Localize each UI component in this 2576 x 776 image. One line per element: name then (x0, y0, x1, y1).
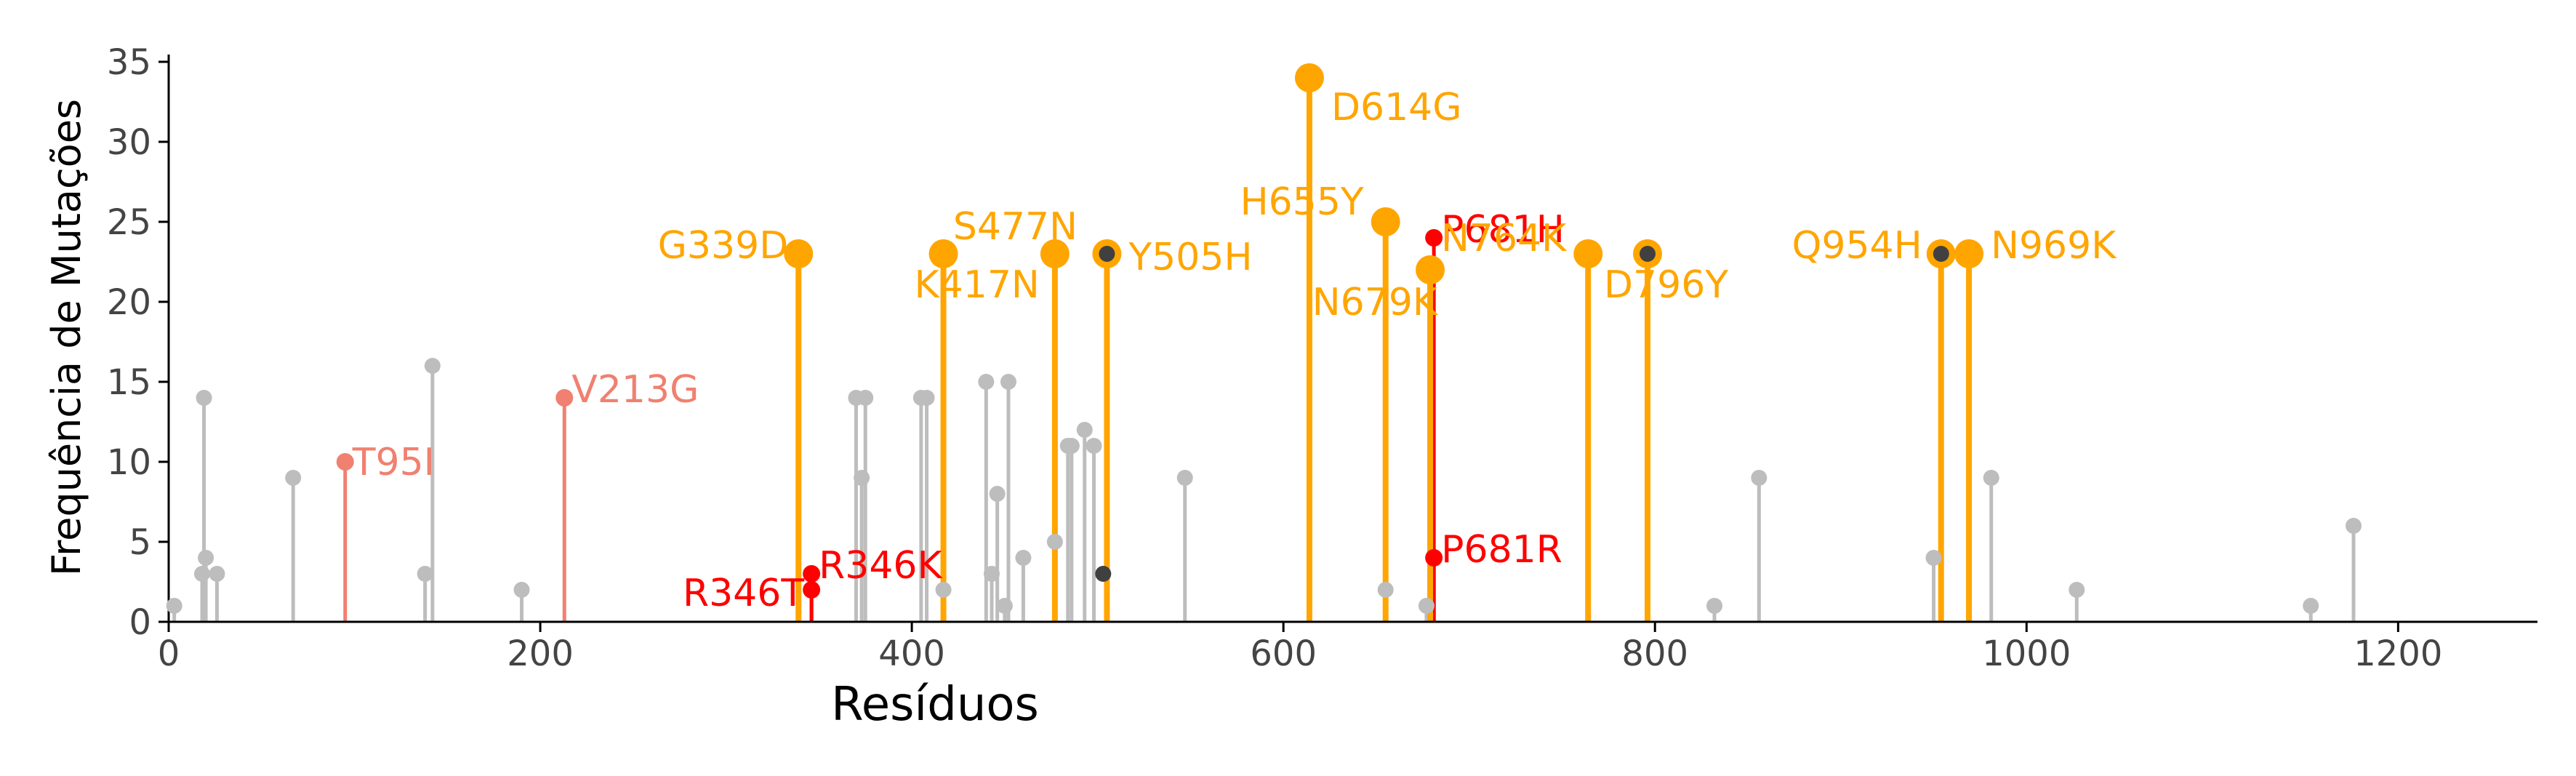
gray-point (1086, 438, 1102, 454)
gray-point (424, 358, 441, 374)
gray-point (983, 566, 1000, 582)
gray-point (918, 390, 935, 406)
mutation-label: R346K (819, 544, 943, 588)
gray-point (1000, 374, 1016, 390)
gray-point (1418, 598, 1435, 614)
mutation-point (1040, 239, 1070, 268)
mutation-label: Q954H (1791, 224, 1922, 268)
y-tick-label: 5 (129, 522, 151, 563)
gray-point (2069, 582, 2085, 598)
x-tick-label: 1200 (2354, 633, 2442, 674)
mutation-point (1425, 549, 1443, 567)
mutation-label: N969K (1991, 224, 2117, 268)
mutation-label: Y505H (1128, 236, 1252, 279)
gray-point (857, 390, 874, 406)
gray-point (989, 486, 1006, 502)
x-axis-title: Resíduos (831, 678, 1039, 732)
gray-point (1063, 438, 1080, 454)
x-tick-label: 1000 (1982, 633, 2071, 674)
mutation-label: H655Y (1240, 180, 1364, 224)
dark-point (1640, 246, 1656, 262)
gray-point (417, 566, 433, 582)
y-tick-label: 20 (107, 282, 151, 323)
x-tick-label: 0 (158, 633, 180, 674)
mutation-label: D614G (1331, 86, 1462, 129)
y-axis-title: Frequência de Mutações (44, 99, 89, 576)
x-tick-label: 200 (507, 633, 574, 674)
mutation-point (1416, 255, 1445, 284)
y-tick-label: 10 (107, 442, 151, 483)
gray-point (193, 566, 210, 582)
points-layer (166, 63, 2362, 614)
mutation-label: D796Y (1604, 263, 1728, 307)
mutation-label: P681H (1441, 208, 1565, 252)
mutation-point (784, 239, 814, 268)
gray-point (1751, 470, 1768, 486)
gray-point (1015, 550, 1032, 566)
gray-point (209, 566, 225, 582)
gray-point (1377, 582, 1394, 598)
y-tick-label: 25 (107, 202, 151, 243)
mutation-point (803, 565, 821, 583)
mutation-point (928, 239, 958, 268)
dark-point (1095, 566, 1112, 582)
mutation-label: T95I (352, 441, 435, 484)
gray-point (513, 582, 530, 598)
x-tick-label: 600 (1250, 633, 1317, 674)
mutation-point (803, 581, 821, 599)
gray-point (2346, 518, 2362, 534)
gray-point (2303, 598, 2319, 614)
gray-point (1706, 598, 1723, 614)
gray-point (196, 390, 212, 406)
mutation-point (1294, 63, 1324, 92)
mutation-label: P681R (1441, 528, 1562, 572)
gray-point (198, 550, 214, 566)
mutation-point (1425, 229, 1443, 247)
dark-point (1933, 246, 1949, 262)
mutation-label: K417N (915, 263, 1040, 307)
gray-point (1983, 470, 1999, 486)
mutation-point (555, 389, 574, 407)
mutation-point (336, 453, 354, 471)
gray-point (1046, 534, 1063, 550)
x-tick-label: 400 (878, 633, 945, 674)
gray-point (996, 598, 1013, 614)
mutation-point (1573, 239, 1603, 268)
gray-point (1076, 422, 1093, 438)
dark-point (1099, 246, 1115, 262)
mutation-label: R346T (683, 572, 804, 615)
mutation-label: G339D (658, 224, 789, 268)
gray-point (1925, 550, 1942, 566)
y-tick-label: 30 (107, 122, 151, 163)
stems-layer (172, 78, 2356, 622)
mutation-label: N679K (1312, 281, 1439, 324)
gray-point (1176, 470, 1193, 486)
mutation-label: S477N (953, 205, 1078, 249)
mutation-point (1954, 239, 1984, 268)
mutation-label: V213G (571, 368, 699, 412)
y-tick-label: 35 (107, 42, 151, 83)
gray-point (285, 470, 302, 486)
mutation-point (1371, 207, 1400, 236)
y-tick-label: 0 (129, 602, 151, 643)
gray-point (935, 582, 952, 598)
gray-point (166, 598, 182, 614)
axes-layer: 0 200 400 600 800 1000 1200 0 5 10 15 20 25 30 35 (107, 42, 2537, 674)
gray-point (854, 470, 870, 486)
y-tick-label: 15 (107, 362, 151, 403)
mutation-label: N764K (1441, 217, 1568, 260)
gray-point (978, 374, 995, 390)
labels-layer: T95I V213G R346T R346K P681R P681H G339D K417N S… (352, 86, 2117, 615)
x-tick-label: 800 (1621, 633, 1688, 674)
